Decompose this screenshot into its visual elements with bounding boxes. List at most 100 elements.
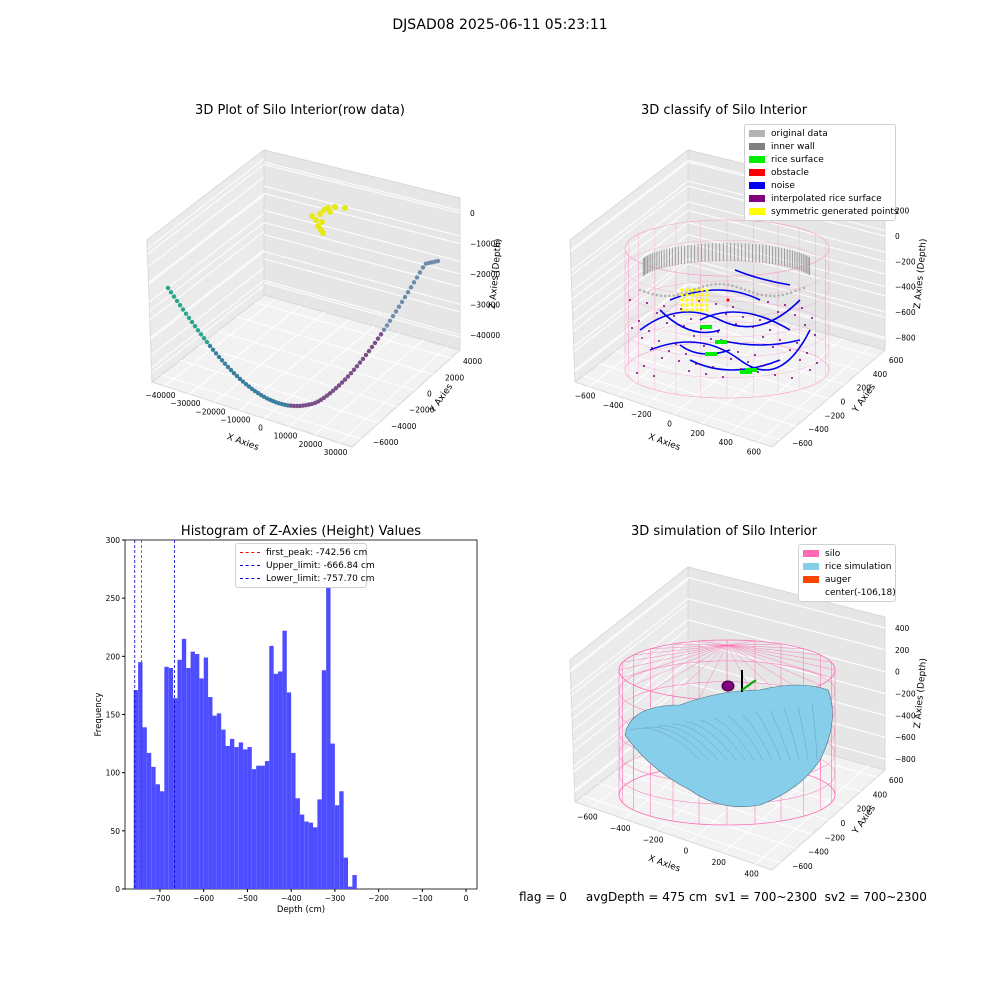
p2-ytick-6: 600 bbox=[889, 356, 904, 365]
legend-label-rice-sim: rice simulation bbox=[825, 561, 892, 572]
p2-xtick-2: −200 bbox=[631, 410, 652, 419]
p2-interpolated-point bbox=[767, 301, 769, 303]
p2-interpolated-point bbox=[806, 352, 808, 354]
p4-ztick-3: −200 bbox=[895, 690, 916, 699]
p2-interpolated-point bbox=[629, 299, 631, 301]
p2-gridline-y bbox=[599, 362, 797, 427]
p1-point bbox=[372, 340, 378, 346]
p2-ztick-2: −200 bbox=[895, 257, 916, 266]
p2-original-point bbox=[802, 286, 806, 290]
p1-point bbox=[165, 285, 171, 291]
p2-interpolated-point bbox=[663, 305, 665, 307]
p1-point bbox=[180, 307, 186, 312]
p2-symmetric-point bbox=[700, 293, 704, 297]
p4-rice-mesh bbox=[811, 703, 818, 761]
panel2-title: 3D classify of Silo Interior bbox=[640, 103, 808, 118]
p1-point bbox=[390, 314, 396, 319]
p1-gridline-y bbox=[217, 330, 416, 391]
p2-interpolated-point bbox=[754, 354, 756, 356]
histogram-ytick-label: 300 bbox=[106, 536, 121, 545]
p2-noise-curve bbox=[679, 344, 731, 355]
panel2-legend: original data inner wall rice surface ob… bbox=[744, 124, 899, 221]
p1-gridline-y bbox=[263, 161, 461, 212]
histogram-area: −700 −600 −500 −400 −300 −200 −100 0 0 50 100 150 20… bbox=[94, 536, 478, 915]
p2-original-point bbox=[785, 292, 789, 296]
p4-xtick-2: −200 bbox=[643, 835, 664, 844]
p1-ytick-5: 4000 bbox=[463, 357, 482, 366]
p1-ytick-2: −2000 bbox=[409, 406, 435, 415]
legend-swatch-symmetric bbox=[749, 208, 765, 215]
histogram-bar bbox=[295, 798, 300, 889]
p2-ytick-3: 0 bbox=[841, 398, 846, 407]
p2-interpolated-point bbox=[801, 307, 803, 309]
p4-auger-arm bbox=[741, 679, 757, 691]
p2-symmetric-point bbox=[690, 288, 694, 292]
histogram-bar bbox=[133, 690, 139, 889]
p2-interpolated-point bbox=[653, 375, 655, 377]
p2-original-point bbox=[798, 288, 801, 291]
p4-silo-roof bbox=[726, 644, 832, 678]
p1-xtick-2: −20000 bbox=[195, 407, 225, 416]
p2-noise-curve bbox=[699, 311, 791, 331]
p1-point bbox=[417, 270, 423, 275]
p2-ztick-0: 200 bbox=[895, 207, 910, 216]
legend-swatch-rice-sim bbox=[803, 563, 819, 570]
p2-interpolated-point bbox=[764, 364, 766, 366]
p1-point bbox=[213, 351, 219, 356]
p4-rice-mesh bbox=[727, 715, 764, 761]
p4-gridline-z bbox=[687, 598, 886, 651]
p1-point bbox=[387, 318, 393, 323]
p2-interpolated-point bbox=[673, 315, 675, 317]
p2-interpolated-point bbox=[656, 312, 658, 314]
p1-point bbox=[168, 290, 174, 295]
p1-point bbox=[393, 309, 399, 314]
p1-point bbox=[237, 376, 243, 382]
histogram-xlabel: Depth (cm) bbox=[277, 905, 325, 915]
legend-label-lower-limit: Lower_limit: -757.70 cm bbox=[266, 573, 375, 584]
histogram-bar bbox=[177, 659, 182, 889]
p2-interpolated-point bbox=[762, 336, 764, 338]
histogram-ytick-label: 0 bbox=[115, 885, 120, 894]
p2-gridline-y bbox=[687, 222, 886, 275]
p2-gridline-y bbox=[679, 300, 878, 358]
p2-interpolated-point bbox=[789, 349, 791, 351]
p4-rice-mesh bbox=[657, 725, 719, 761]
histogram-bar bbox=[321, 670, 327, 889]
histogram-xtick-label: −200 bbox=[368, 894, 389, 903]
legend-center: center(-106,18) bbox=[799, 586, 896, 599]
p2-symmetric-point bbox=[700, 303, 704, 307]
panel1-box: −40000−30000−20000−100000100002000030000… bbox=[145, 148, 504, 457]
p2-interpolated-point bbox=[717, 331, 719, 333]
histogram-bar bbox=[286, 692, 292, 889]
p2-original-point bbox=[714, 282, 717, 286]
p4-rice-mesh bbox=[713, 717, 755, 761]
histogram-legend: first_peak: -742.56 cm Upper_limit: -666… bbox=[235, 543, 375, 588]
p4-rice-mesh bbox=[671, 723, 728, 761]
histogram-bar bbox=[173, 698, 178, 889]
legend-label-auger: auger bbox=[825, 574, 852, 585]
p2-interpolated-point bbox=[638, 320, 640, 322]
p1-point bbox=[246, 384, 252, 389]
p4-gridline-x bbox=[571, 628, 689, 720]
p2-interpolated-point bbox=[769, 329, 771, 331]
p1-gridline-y bbox=[263, 234, 461, 288]
p2-interpolated-point bbox=[693, 335, 695, 337]
p2-original-point bbox=[659, 294, 663, 297]
p2-rice-surface bbox=[715, 340, 727, 344]
histogram-bar bbox=[142, 727, 147, 889]
legend-swatch-auger bbox=[803, 576, 819, 583]
p2-gridline-z bbox=[687, 234, 886, 288]
legend-line-upper-limit bbox=[240, 565, 260, 566]
p1-gridline-x bbox=[147, 158, 265, 250]
p2-gridline-x bbox=[572, 242, 689, 332]
p2-symmetric-point bbox=[685, 308, 689, 312]
p2-interpolated-point bbox=[779, 339, 781, 341]
p1-point-yellow bbox=[327, 209, 333, 215]
p2-gridline-z bbox=[687, 209, 886, 262]
p1-xtick-0: −40000 bbox=[145, 391, 175, 400]
p2-ztick-1: 0 bbox=[895, 232, 900, 241]
p1-gridline-y bbox=[179, 359, 380, 424]
p1-xtick-3: −10000 bbox=[220, 415, 250, 424]
p2-symmetric-point bbox=[690, 298, 694, 302]
